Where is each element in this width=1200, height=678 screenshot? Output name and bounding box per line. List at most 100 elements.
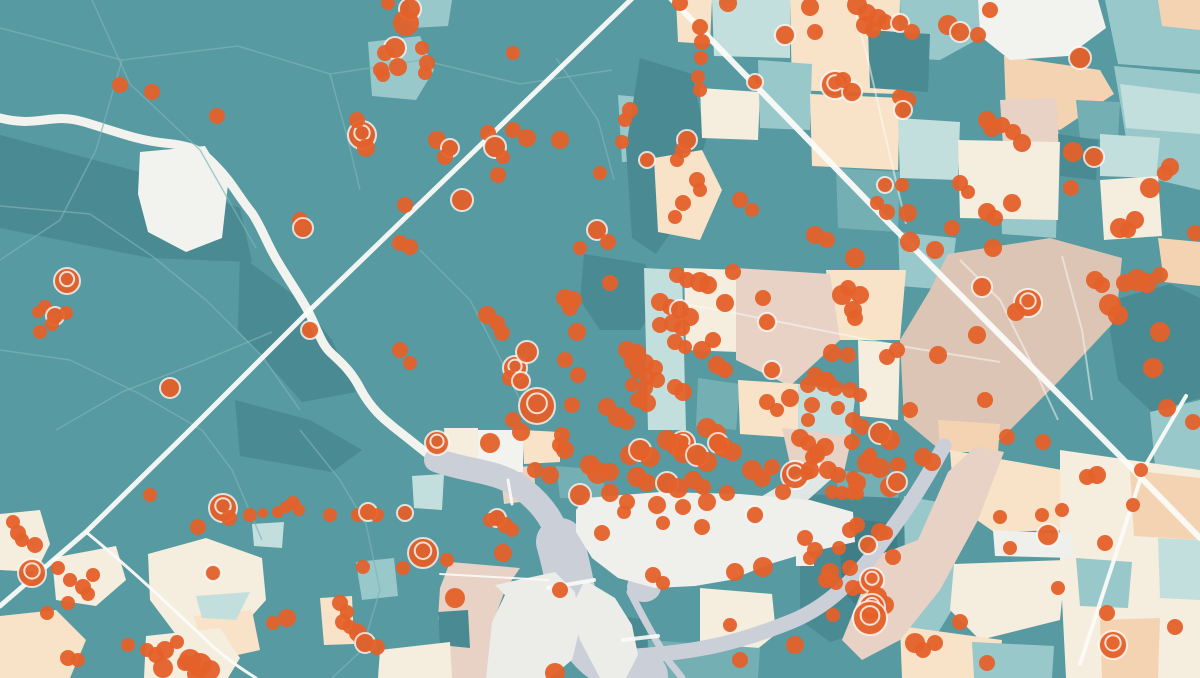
map-marker[interactable] xyxy=(726,563,744,581)
map-marker[interactable] xyxy=(831,401,845,415)
map-marker[interactable] xyxy=(45,317,59,331)
map-marker[interactable] xyxy=(602,275,618,291)
map-marker[interactable] xyxy=(830,467,846,483)
map-marker[interactable] xyxy=(450,188,474,212)
map-marker[interactable] xyxy=(59,306,73,320)
map-marker[interactable] xyxy=(849,517,865,533)
map-marker[interactable] xyxy=(1036,523,1060,547)
map-marker[interactable] xyxy=(944,220,960,236)
map-marker[interactable] xyxy=(823,344,841,362)
map-marker[interactable] xyxy=(200,660,220,678)
map-marker[interactable] xyxy=(1083,146,1105,168)
map-marker[interactable] xyxy=(649,372,665,388)
map-marker[interactable] xyxy=(840,280,856,296)
map-marker[interactable] xyxy=(724,443,742,461)
map-marker[interactable] xyxy=(617,505,631,519)
map-marker[interactable] xyxy=(670,153,684,167)
map-marker[interactable] xyxy=(786,636,804,654)
map-marker[interactable] xyxy=(1158,399,1176,417)
map-marker[interactable] xyxy=(846,471,860,485)
map-marker[interactable] xyxy=(699,276,717,294)
map-marker[interactable] xyxy=(600,234,616,250)
map-marker[interactable] xyxy=(645,567,661,583)
map-marker[interactable] xyxy=(675,499,691,515)
map-marker[interactable] xyxy=(506,46,520,60)
map-marker[interactable] xyxy=(209,108,225,124)
map-marker[interactable] xyxy=(1157,165,1173,181)
map-marker[interactable] xyxy=(1063,180,1079,196)
map-marker[interactable] xyxy=(638,394,656,412)
map-marker[interactable] xyxy=(1150,322,1170,342)
map-marker[interactable] xyxy=(893,100,913,120)
map-marker[interactable] xyxy=(807,24,823,40)
map-marker[interactable] xyxy=(879,204,895,220)
map-marker[interactable] xyxy=(601,484,619,502)
map-marker[interactable] xyxy=(1003,194,1021,212)
map-marker[interactable] xyxy=(961,185,975,199)
map-marker[interactable] xyxy=(292,217,314,239)
map-marker[interactable] xyxy=(293,504,305,516)
map-marker[interactable] xyxy=(979,655,995,671)
map-marker[interactable] xyxy=(949,21,971,43)
map-marker[interactable] xyxy=(204,564,222,582)
map-marker[interactable] xyxy=(556,441,574,459)
map-marker[interactable] xyxy=(81,587,95,601)
map-marker[interactable] xyxy=(852,600,888,636)
map-marker[interactable] xyxy=(926,241,944,259)
map-marker[interactable] xyxy=(692,19,708,35)
map-marker[interactable] xyxy=(15,533,29,547)
map-marker[interactable] xyxy=(243,508,257,522)
map-marker[interactable] xyxy=(971,276,993,298)
map-marker[interactable] xyxy=(675,195,691,211)
map-marker[interactable] xyxy=(1134,463,1148,477)
map-marker[interactable] xyxy=(719,485,735,501)
map-marker[interactable] xyxy=(61,596,75,610)
map-marker[interactable] xyxy=(697,452,717,472)
map-marker[interactable] xyxy=(668,478,688,498)
map-marker[interactable] xyxy=(403,356,417,370)
map-marker[interactable] xyxy=(987,210,1003,226)
map-marker[interactable] xyxy=(804,397,820,413)
map-marker[interactable] xyxy=(915,642,931,658)
map-marker[interactable] xyxy=(902,402,918,418)
map-marker[interactable] xyxy=(876,176,894,194)
map-marker[interactable] xyxy=(865,22,881,38)
map-marker[interactable] xyxy=(900,232,920,252)
map-marker[interactable] xyxy=(774,24,796,46)
map-marker[interactable] xyxy=(847,310,863,326)
map-marker[interactable] xyxy=(1051,581,1065,595)
map-marker[interactable] xyxy=(1063,142,1083,162)
map-marker[interactable] xyxy=(968,326,986,344)
map-marker[interactable] xyxy=(518,387,556,425)
map-marker[interactable] xyxy=(515,340,539,364)
map-marker[interactable] xyxy=(381,0,395,10)
map-marker[interactable] xyxy=(494,325,510,341)
map-marker[interactable] xyxy=(159,377,181,399)
map-marker[interactable] xyxy=(842,560,858,576)
map-marker[interactable] xyxy=(877,14,893,30)
map-marker[interactable] xyxy=(415,41,429,55)
map-marker[interactable] xyxy=(1068,46,1092,70)
map-marker[interactable] xyxy=(755,290,771,306)
map-marker[interactable] xyxy=(952,614,968,630)
map-marker[interactable] xyxy=(483,513,497,527)
map-marker[interactable] xyxy=(615,135,629,149)
map-marker[interactable] xyxy=(678,340,692,354)
map-marker[interactable] xyxy=(143,488,157,502)
map-marker[interactable] xyxy=(86,568,100,582)
map-marker[interactable] xyxy=(640,447,660,467)
map-marker[interactable] xyxy=(927,635,943,651)
map-marker[interactable] xyxy=(511,371,531,391)
map-marker[interactable] xyxy=(1013,134,1031,152)
map-marker[interactable] xyxy=(437,149,453,165)
map-marker[interactable] xyxy=(674,320,690,336)
map-marker[interactable] xyxy=(369,639,385,655)
map-marker[interactable] xyxy=(693,83,707,97)
map-marker[interactable] xyxy=(33,325,47,339)
map-marker[interactable] xyxy=(672,0,688,11)
map-marker[interactable] xyxy=(51,561,65,575)
map-marker[interactable] xyxy=(723,618,737,632)
map-marker[interactable] xyxy=(705,332,721,348)
map-marker[interactable] xyxy=(112,77,128,93)
map-marker[interactable] xyxy=(835,486,849,500)
